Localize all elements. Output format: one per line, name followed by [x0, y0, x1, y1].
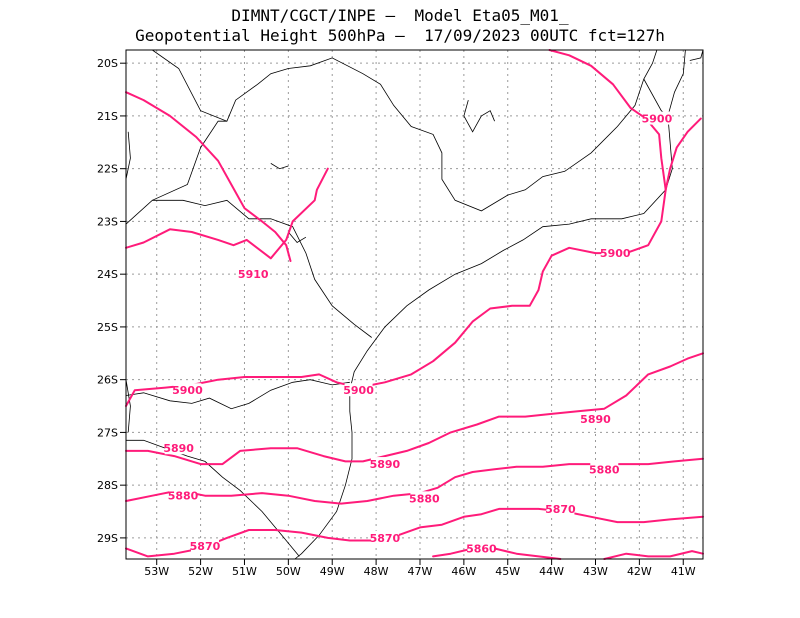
contour-label-bg	[370, 457, 399, 471]
x-tick-label: 42W	[627, 565, 652, 578]
contour-label-bg	[370, 530, 399, 544]
contour-label-bg	[190, 538, 219, 552]
contour-line	[125, 91, 292, 262]
contour-label-bg	[642, 111, 671, 125]
contour-label-bg	[169, 488, 198, 502]
contour-label: 5900	[642, 113, 673, 126]
boundary-border-mg-es-rj	[643, 78, 669, 117]
y-tick-label: 27S	[97, 426, 118, 439]
contour-label-bg	[344, 383, 373, 397]
boundary-border-paraguay	[125, 131, 131, 180]
contour-label: 5900	[343, 384, 374, 397]
boundary-lagoon-1	[463, 99, 495, 133]
y-tick-label: 25S	[97, 321, 118, 334]
boundary-border-argentina	[125, 348, 131, 433]
contour-line	[603, 550, 704, 560]
contour-line	[125, 167, 329, 260]
y-tick-label: 20S	[97, 57, 118, 70]
contour-label-bg	[173, 383, 202, 397]
x-tick-label: 43W	[583, 565, 608, 578]
contour-line	[125, 352, 704, 466]
contour-label: 5860	[466, 542, 497, 555]
contour-label-bg	[581, 412, 610, 426]
boundary-lagoon-2	[287, 231, 307, 244]
contour-label-bg	[546, 501, 575, 515]
x-tick-label: 50W	[276, 565, 301, 578]
boundary-lagoon-3	[270, 163, 289, 170]
contour-label: 5900	[172, 384, 203, 397]
contour-label-bg	[467, 541, 496, 555]
y-tick-label: 29S	[97, 532, 118, 545]
title-line-1: DIMNT/CGCT/INPE — Model Eta05_M01_	[231, 6, 569, 25]
contour-label: 5880	[168, 490, 199, 503]
x-tick-label: 52W	[188, 565, 213, 578]
boundary-coast	[294, 49, 686, 560]
contour-line	[664, 117, 702, 191]
contour-labels: 5910 5900 5900 5900 5900 5890 5890 5890 5880 5880…	[163, 111, 673, 555]
y-tick-label: 28S	[97, 479, 118, 492]
contour-label: 5900	[600, 247, 631, 260]
y-tick-label: 26S	[97, 374, 118, 387]
contour-label: 5910	[238, 268, 269, 281]
contour-label: 5890	[580, 413, 611, 426]
map-frame	[125, 49, 704, 560]
boundary-lines	[125, 49, 704, 560]
contour-line	[125, 507, 704, 558]
contour-label-bg	[410, 491, 439, 505]
contour-label: 5890	[163, 442, 194, 455]
contour-label: 5890	[370, 458, 401, 471]
contour-label: 5870	[545, 503, 576, 516]
contour-label: 5870	[190, 540, 221, 553]
contour-label: 5880	[409, 492, 440, 505]
x-tick-label: 44W	[539, 565, 564, 578]
x-tick-label: 45W	[495, 565, 520, 578]
contour-label-bg	[601, 246, 630, 260]
contour-line	[432, 547, 562, 560]
boundary-border-pr-sc	[125, 379, 350, 410]
contour-label: 5870	[370, 532, 401, 545]
contour-lines	[125, 49, 704, 560]
y-tick-label: 24S	[97, 268, 118, 281]
x-tick-label: 48W	[364, 565, 389, 578]
x-tick-label: 49W	[320, 565, 345, 578]
boundary-border-es-ba	[689, 49, 704, 61]
grid-lines	[126, 50, 703, 559]
boundary-border-ms	[125, 120, 227, 225]
x-tick-label: 47W	[408, 565, 433, 578]
y-tick-label: 21S	[97, 110, 118, 123]
contour-label: 5880	[589, 463, 620, 476]
y-tick-label: 22S	[97, 163, 118, 176]
boundary-border-pr-sp	[152, 199, 372, 338]
boundary-border-sp-mg	[152, 49, 658, 212]
contour-line	[125, 49, 667, 407]
contour-label-bg	[239, 267, 268, 281]
boundary-border-sc-rs	[126, 439, 300, 557]
x-axis-ticks: 53W 52W 51W 50W 49W 48W 47W 46W 45W 44W 43W 42W 41W	[144, 559, 696, 578]
x-tick-label: 51W	[232, 565, 257, 578]
contour-label-bg	[164, 441, 193, 455]
x-tick-label: 41W	[671, 565, 696, 578]
x-tick-label: 53W	[144, 565, 169, 578]
title-line-2: Geopotential Height 500hPa — 17/09/2023 …	[135, 26, 665, 45]
y-tick-label: 23S	[97, 215, 118, 228]
contour-label-bg	[590, 462, 619, 476]
y-axis-ticks: 20S 21S 22S 23S 24S 25S 26S 27S 28S 29S	[97, 57, 126, 545]
x-tick-label: 46W	[451, 565, 476, 578]
